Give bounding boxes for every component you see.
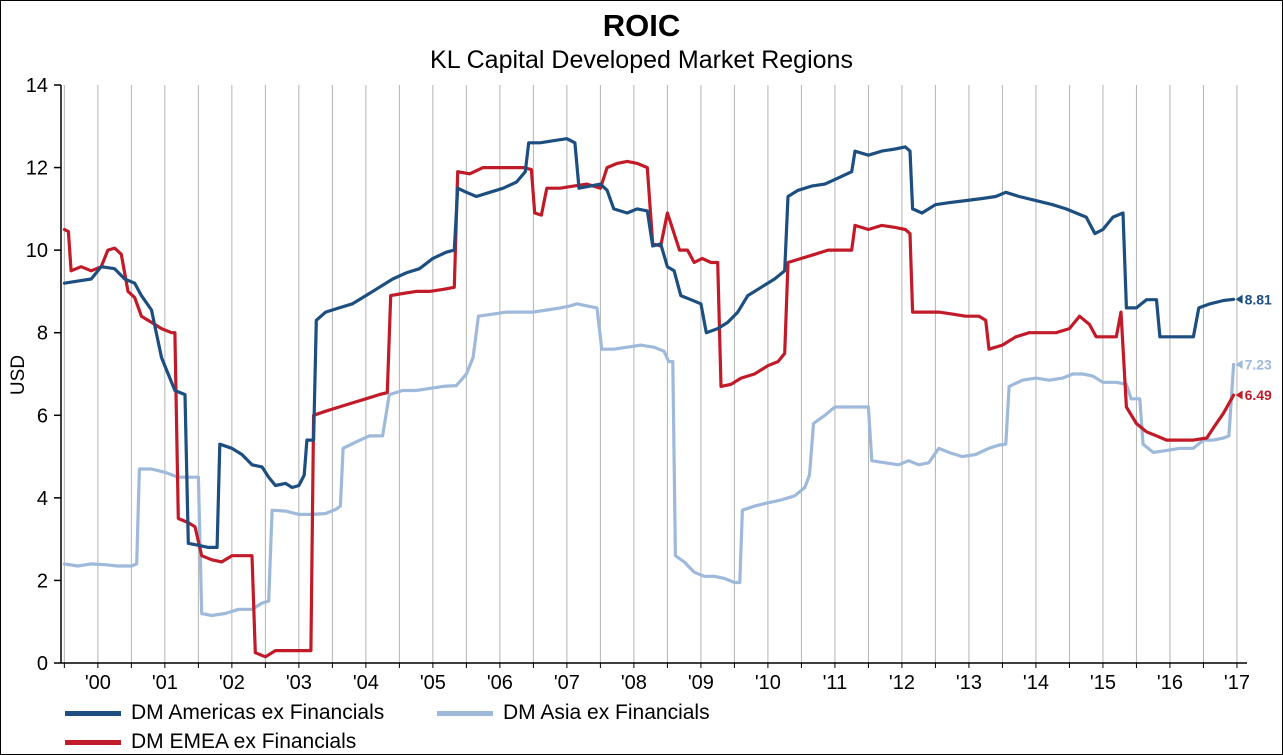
y-tick-label: 12 <box>26 158 48 180</box>
end-marker-icon <box>1235 360 1243 370</box>
legend-line-swatch-icon <box>437 710 493 716</box>
legend-item: DM Americas ex Financials <box>65 701 437 725</box>
y-tick-label: 10 <box>26 240 48 262</box>
x-tick-label: '15 <box>1090 672 1116 694</box>
legend-line-swatch-icon <box>65 739 121 745</box>
x-tick-label: '12 <box>889 672 915 694</box>
chart-subtitle: KL Capital Developed Market Regions <box>430 46 853 74</box>
x-tick-label: '07 <box>554 672 580 694</box>
y-tick-label: 4 <box>37 488 48 510</box>
end-marker-icon <box>1235 390 1243 400</box>
y-tick-label: 0 <box>37 653 48 675</box>
y-tick-label: 2 <box>37 570 48 592</box>
end-marker-icon <box>1235 294 1243 304</box>
legend-label: DM EMEA ex Financials <box>131 730 357 753</box>
x-tick-label: '04 <box>353 672 379 694</box>
end-value-label: 8.81 <box>1245 291 1272 307</box>
legend: DM Americas ex Financials DM Asia ex Fina… <box>65 701 710 754</box>
y-tick-label: 8 <box>37 323 48 345</box>
x-tick-label: '10 <box>755 672 781 694</box>
series-line <box>62 159 1236 659</box>
legend-item: DM Asia ex Financials <box>437 701 710 725</box>
legend-label: DM Americas ex Financials <box>131 701 385 724</box>
end-value-label: 7.23 <box>1245 357 1272 373</box>
legend-label: DM Asia ex Financials <box>503 701 710 724</box>
x-tick-label: '08 <box>621 672 647 694</box>
x-tick-label: '11 <box>823 672 848 694</box>
series-line <box>62 137 1236 550</box>
x-tick-label: '13 <box>956 672 982 694</box>
legend-item: DM EMEA ex Financials <box>65 730 437 754</box>
end-value-label: 6.49 <box>1245 387 1272 403</box>
chart-title: ROIC <box>602 8 681 43</box>
y-tick-label: 14 <box>26 75 48 97</box>
x-tick-label: '01 <box>152 672 178 694</box>
legend-line-swatch-icon <box>65 710 121 716</box>
x-tick-label: '03 <box>286 672 312 694</box>
x-tick-label: '05 <box>420 672 446 694</box>
series-line <box>62 302 1236 618</box>
x-tick-label: '02 <box>219 672 245 694</box>
x-tick-label: '17 <box>1224 672 1250 694</box>
x-tick-label: '14 <box>1023 672 1049 694</box>
y-tick-label: 6 <box>37 405 48 427</box>
x-tick-label: '06 <box>487 672 513 694</box>
x-tick-label: '09 <box>688 672 714 694</box>
x-tick-label: '16 <box>1157 672 1183 694</box>
x-tick-label: '00 <box>85 672 111 694</box>
